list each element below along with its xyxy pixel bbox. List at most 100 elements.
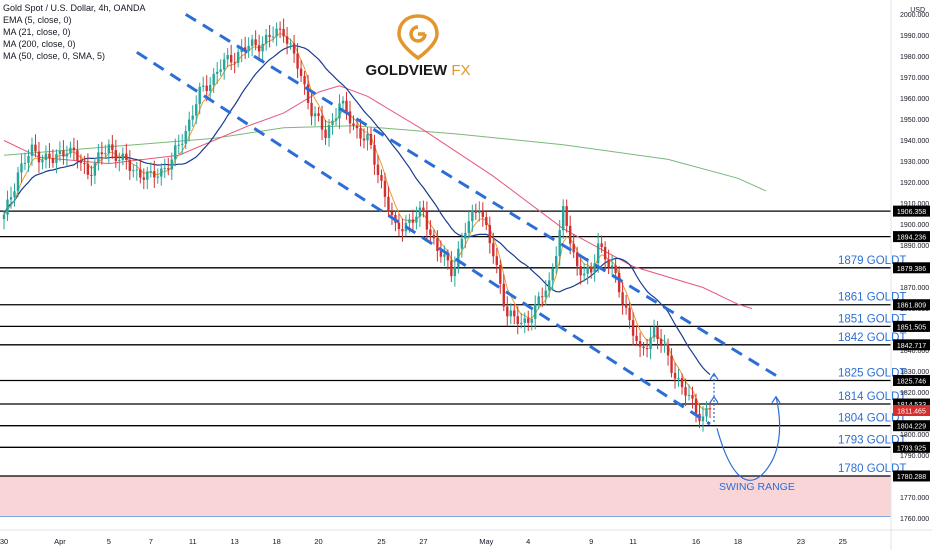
price-tick-label: 1770.000 — [900, 495, 929, 502]
candle-body — [30, 144, 34, 156]
candle-body — [341, 100, 345, 104]
swing-range-label: SWING RANGE — [719, 481, 795, 493]
candle-body — [680, 378, 684, 388]
candle-body — [663, 344, 666, 346]
goldview-logo: GOLDVIEW FX — [363, 12, 473, 86]
candle-body — [86, 163, 90, 175]
candle-body — [460, 238, 464, 249]
candle-body — [51, 158, 55, 164]
price-badge-text: 1804.229 — [897, 424, 926, 431]
candle-body — [125, 153, 128, 160]
candle-body — [548, 280, 551, 291]
candle-body — [261, 43, 264, 52]
swing-path — [716, 396, 781, 481]
candle-body — [366, 133, 369, 141]
price-tick-label: 1980.000 — [900, 54, 929, 61]
candle-body — [268, 34, 271, 37]
candle-body — [37, 151, 41, 163]
candle-body — [359, 128, 362, 139]
candle-body — [177, 144, 180, 146]
price-badge — [893, 441, 930, 453]
candle-body — [156, 176, 159, 178]
price-tick-label: 1940.000 — [900, 138, 929, 145]
candle-body — [69, 147, 72, 154]
level-label: 1842 GOLDT — [838, 332, 906, 344]
candle-body — [387, 196, 390, 212]
candle-body — [457, 248, 460, 267]
candle-body — [624, 304, 628, 308]
candle-body — [614, 265, 617, 273]
price-badge — [893, 470, 930, 482]
time-tick-label: 18 — [272, 537, 280, 546]
symbol-title: Gold Spot / U.S. Dollar, 4h, OANDA — [3, 3, 146, 13]
candle-body — [118, 159, 121, 161]
candle-body — [481, 211, 485, 217]
price-badge-text: 1894.236 — [897, 235, 926, 242]
candle-body — [649, 337, 652, 350]
swing-range-zone — [0, 475, 891, 517]
candle-body — [411, 219, 415, 223]
time-tick-label: 23 — [797, 537, 805, 546]
candle-body — [670, 355, 673, 373]
candle-body — [299, 68, 303, 76]
candle-body — [390, 211, 394, 215]
price-badge — [893, 299, 930, 311]
candle-body — [453, 266, 457, 277]
candle-body — [450, 260, 453, 277]
candle-body — [243, 47, 247, 51]
candle-body — [541, 296, 544, 298]
candle-body — [334, 118, 338, 121]
time-tick-label: Apr — [54, 537, 66, 546]
brand-wordmark: GOLDVIEW FX — [363, 62, 473, 79]
candle-body — [331, 120, 334, 126]
chart-legend: Gold Spot / U.S. Dollar, 4h, OANDA EMA (… — [3, 2, 146, 62]
time-tick-label: 13 — [230, 537, 238, 546]
candle-body — [65, 153, 69, 157]
brand-suffix: FX — [451, 62, 471, 79]
price-tick-label: 1920.000 — [900, 180, 929, 187]
current-price-badge — [893, 404, 930, 416]
candle-body — [506, 306, 509, 317]
candle-body — [104, 153, 107, 155]
candle-body — [34, 144, 37, 152]
candle-body — [383, 180, 387, 197]
price-badge — [893, 262, 930, 274]
candle-body — [562, 206, 565, 231]
candle-body — [345, 100, 348, 112]
candle-body — [149, 171, 152, 173]
candle-body — [464, 232, 467, 239]
candle-body — [76, 150, 79, 161]
candle-body — [432, 234, 436, 239]
candle-body — [422, 207, 425, 212]
candle-body — [485, 216, 488, 226]
candle-body — [209, 84, 212, 92]
candle-body — [198, 86, 201, 105]
candle-body — [188, 119, 191, 132]
candle-body — [544, 290, 547, 298]
candle-body — [645, 348, 649, 350]
candle-body — [355, 125, 359, 129]
price-badge-text: 1906.358 — [897, 209, 926, 216]
candle-body — [303, 75, 306, 85]
candle-body — [631, 320, 635, 336]
candle-body — [610, 265, 614, 268]
candle-body — [9, 197, 13, 200]
candle-body — [628, 307, 631, 321]
price-tick-label: 1910.000 — [900, 201, 929, 208]
candle-body — [436, 238, 439, 252]
candle-body — [62, 150, 65, 157]
ma50-line — [3, 85, 753, 309]
level-label: 1879 GOLDT — [838, 255, 906, 267]
candle-body — [635, 335, 638, 342]
candle-body — [425, 211, 429, 230]
candle-body — [575, 252, 579, 267]
candle-body — [499, 265, 502, 284]
candle-body — [195, 104, 198, 116]
candle-body — [247, 45, 250, 51]
price-badge-text: 1793.925 — [897, 445, 926, 452]
candle-body — [415, 216, 418, 223]
candle-body — [362, 138, 366, 141]
price-tick-label: 1900.000 — [900, 222, 929, 229]
candle-body — [666, 344, 670, 356]
